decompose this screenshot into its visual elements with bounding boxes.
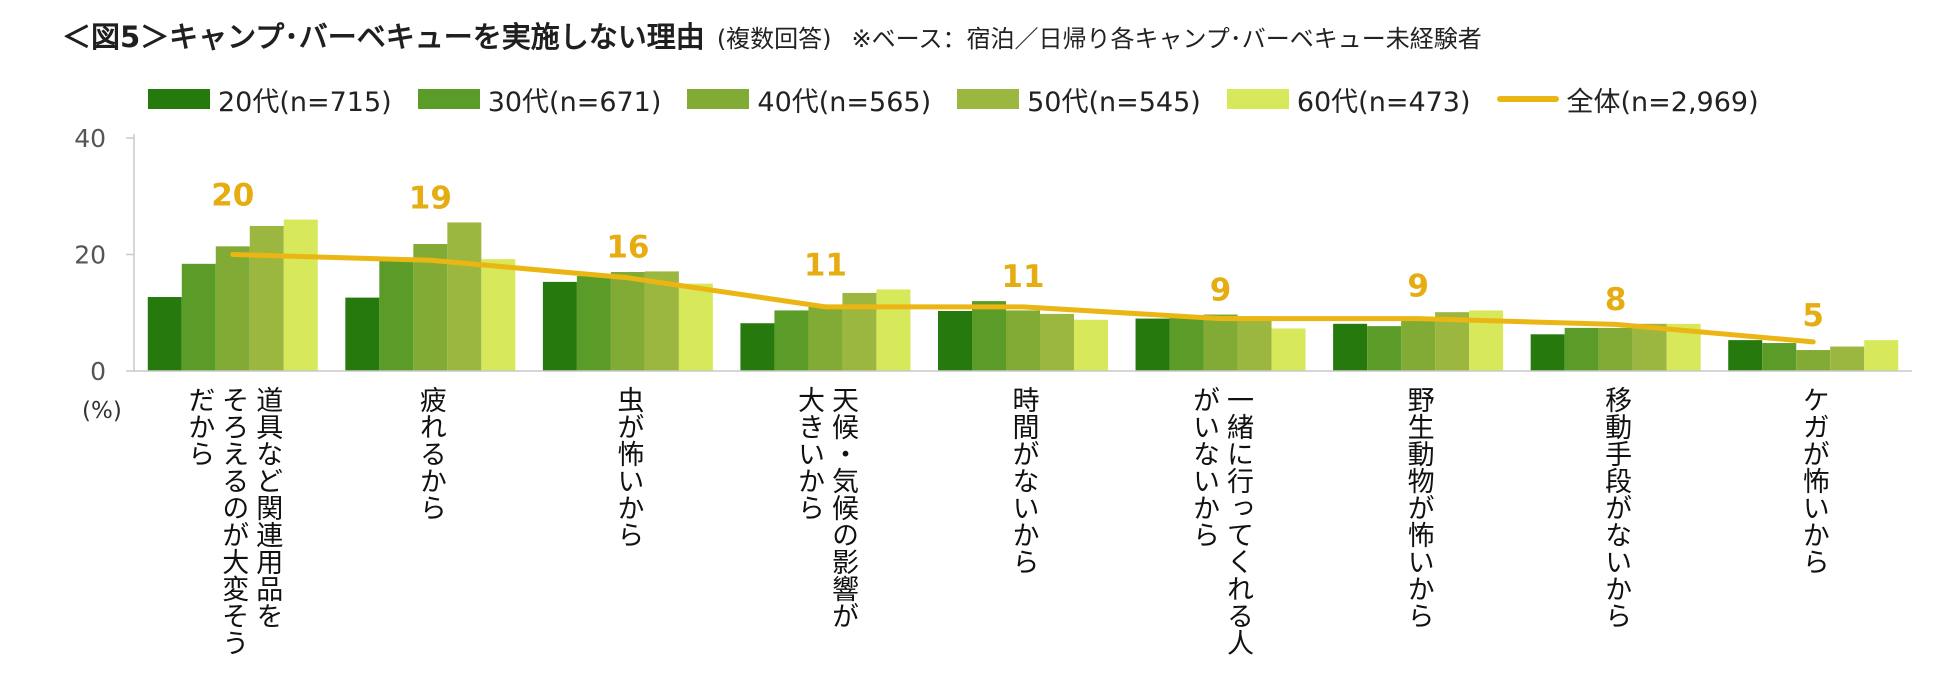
category-label: そろえるのが大変そう xyxy=(217,386,248,656)
bar xyxy=(1040,313,1074,371)
legend-swatch-30s xyxy=(417,89,480,109)
bar xyxy=(249,225,284,371)
legend-item-30s: 30代(n=671) xyxy=(417,80,662,119)
legend-label-total: 全体(n=2,969) xyxy=(1566,86,1759,118)
chart-title: ＜図5＞キャンプ･バーベキューを実施しない理由 (複数回答) ※ベース：宿泊／日… xyxy=(62,14,1482,64)
legend-label-30s: 30代(n=671) xyxy=(487,86,662,118)
bar xyxy=(1796,350,1831,371)
bar xyxy=(1530,334,1565,371)
legend-swatch-40s xyxy=(687,89,750,109)
bar xyxy=(972,301,1006,371)
bar xyxy=(774,310,809,371)
total-data-label: 5 xyxy=(1802,298,1824,334)
category-label: 一緒に行ってくれる人 xyxy=(1222,386,1254,656)
bar xyxy=(147,297,182,371)
legend-item-40s: 40代(n=565) xyxy=(687,80,931,119)
total-data-label: 11 xyxy=(804,247,847,283)
category-label: 時間がないから xyxy=(1008,386,1039,575)
bar xyxy=(1864,340,1899,371)
bar xyxy=(678,283,713,371)
total-data-label: 9 xyxy=(1407,268,1429,304)
total-series-line xyxy=(230,252,1816,345)
bar xyxy=(876,289,911,371)
legend-label-20s: 20代(n=715) xyxy=(218,86,392,118)
category-label: がいないから xyxy=(1188,386,1219,548)
category-label: 野生動物が怖いから xyxy=(1403,386,1435,629)
legend-item-20s: 20代(n=715) xyxy=(148,80,392,119)
bar xyxy=(740,323,775,371)
y-tick-label: 0 xyxy=(90,357,106,386)
category-label: 大きいから xyxy=(793,386,824,521)
bar xyxy=(215,246,250,371)
bar xyxy=(181,263,216,371)
bar xyxy=(1762,343,1797,371)
bar xyxy=(576,276,611,371)
category-label: 天候・気候の影響が xyxy=(827,386,859,629)
category-label: 疲れるから xyxy=(415,386,447,521)
y-axis-unit: (%) xyxy=(82,398,122,424)
total-data-label: 16 xyxy=(606,229,649,265)
bar xyxy=(1006,310,1040,371)
category-label: だから xyxy=(183,386,214,467)
legend-label-60s: 60代(n=473) xyxy=(1296,86,1471,118)
bar xyxy=(938,311,972,371)
category-label: 移動手段がないから xyxy=(1600,386,1632,629)
bar xyxy=(413,244,448,371)
total-data-label: 20 xyxy=(211,178,254,214)
total-data-label: 9 xyxy=(1210,272,1232,308)
category-label: 道具など関連用品を xyxy=(251,386,283,629)
bar xyxy=(1632,323,1667,371)
bar xyxy=(283,219,318,371)
total-data-label: 11 xyxy=(1001,259,1044,295)
bar xyxy=(1333,323,1368,371)
bar xyxy=(1271,328,1306,371)
title-sub: (複数回答) xyxy=(716,25,832,53)
bar xyxy=(1564,327,1599,371)
legend-label-40s: 40代(n=565) xyxy=(757,86,932,118)
bar xyxy=(345,297,380,371)
bar xyxy=(1203,314,1238,371)
legend-line-total xyxy=(1496,96,1559,102)
legend-swatch-50s xyxy=(957,89,1020,109)
legend-label-50s: 50代(n=545) xyxy=(1027,86,1201,118)
category-label: 虫が怖いから xyxy=(612,386,643,548)
bar xyxy=(1074,319,1108,371)
legend-item-total: 全体(n=2,969) xyxy=(1496,80,1759,119)
y-tick-label: 20 xyxy=(74,241,106,270)
total-data-label: 8 xyxy=(1605,282,1627,318)
title-note: ※ベース：宿泊／日帰り各キャンプ･バーベキュー未経験者 xyxy=(851,25,1482,53)
legend-swatch-60s xyxy=(1226,89,1289,109)
bar xyxy=(1830,346,1865,371)
bar xyxy=(1728,340,1763,371)
bar xyxy=(1169,317,1204,371)
legend-item-50s: 50代(n=545) xyxy=(957,80,1201,119)
legend: 20代(n=715) 30代(n=671) 40代(n=565) 50代(n=5… xyxy=(148,78,1759,120)
y-tick-label: 40 xyxy=(74,124,106,153)
legend-swatch-20s xyxy=(148,89,210,109)
category-label: ケガが怖いから xyxy=(1798,386,1829,575)
bar xyxy=(1367,326,1402,371)
bar xyxy=(808,304,843,371)
bar xyxy=(1598,327,1633,371)
bar xyxy=(610,271,645,371)
legend-item-60s: 60代(n=473) xyxy=(1226,80,1471,119)
bar xyxy=(1401,319,1436,371)
bar xyxy=(447,222,482,371)
bar xyxy=(379,259,414,371)
bar xyxy=(481,259,516,371)
bar xyxy=(1237,316,1272,371)
bar xyxy=(644,271,679,371)
bar xyxy=(1135,318,1170,371)
title-main: ＜図5＞キャンプ･バーベキューを実施しない理由 xyxy=(62,20,705,54)
bar xyxy=(542,281,577,371)
total-data-label: 19 xyxy=(409,180,452,216)
